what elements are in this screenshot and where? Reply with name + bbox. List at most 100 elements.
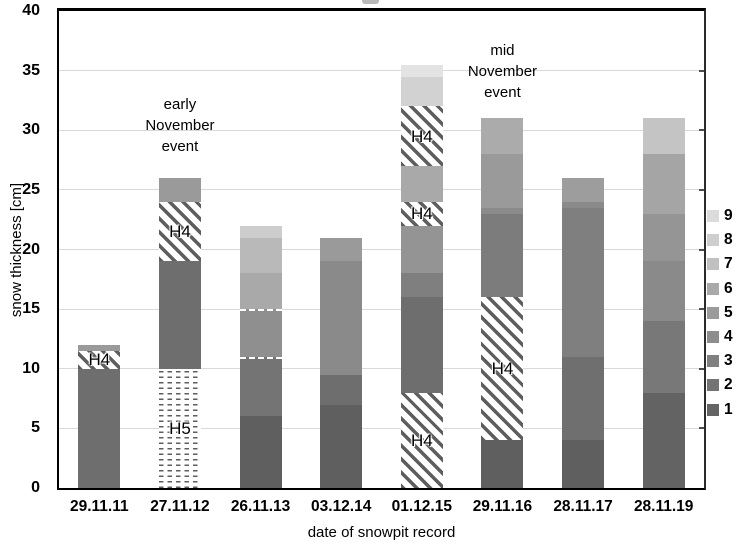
legend-swatch-6 — [707, 282, 719, 295]
bar-segment-01.12.15-7 — [400, 76, 443, 107]
legend-label-6: 6 — [724, 279, 733, 297]
right-axis-tick-30 — [699, 129, 704, 132]
legend-swatch-4 — [707, 331, 719, 344]
right-axis-tick-5 — [699, 427, 704, 430]
legend-swatch-8 — [707, 234, 719, 247]
cropped-ui-fragment — [362, 0, 379, 4]
legend-item-1: 1 — [707, 398, 733, 422]
legend-swatch-7 — [707, 258, 719, 271]
bar-segment-28.11.19-4 — [642, 154, 685, 214]
bar-segment-26.11.13-2 — [239, 309, 282, 357]
bar-27.11.12: H5 H4 — [158, 177, 201, 488]
bar-segment-27.11.12-3 — [158, 177, 201, 202]
legend-label-3: 3 — [724, 352, 733, 370]
y-tick-label-15: 15 — [22, 300, 40, 318]
y-tick-label-5: 5 — [31, 419, 40, 437]
bar-segment-01.12.15-0: H4 — [400, 392, 443, 488]
x-tick-label-29.11.16: 29.11.16 — [472, 498, 533, 515]
bar-segment-01.12.15-6: H4 — [400, 106, 443, 167]
gridline-5 — [59, 427, 704, 429]
bar-segment-03.12.14-3 — [320, 237, 363, 262]
bar-segment-28.11.17-1 — [562, 356, 605, 441]
annotation-line: event — [161, 138, 199, 156]
bar-29.11.11: H4 — [78, 344, 121, 488]
bar-segment-28.11.19-2 — [642, 261, 685, 322]
hardness-label-H4: H4 — [169, 222, 191, 242]
right-axis-tick-25 — [699, 188, 704, 191]
bar-segment-29.11.16-2 — [481, 213, 524, 298]
legend: 9 8 7 6 5 4 3 2 1 — [707, 204, 733, 422]
hardness-label-H4: H4 — [491, 359, 514, 379]
bar-segment-29.11.11-0 — [78, 368, 121, 488]
y-tick-label-25: 25 — [22, 180, 40, 198]
legend-item-9: 9 — [707, 204, 733, 228]
dashed-crust-line — [239, 356, 282, 359]
legend-label-4: 4 — [724, 328, 733, 346]
bar-01.12.15: H4 H4 H4 — [400, 64, 443, 488]
gridline-30 — [59, 129, 704, 131]
right-axis-tick-35 — [699, 69, 704, 72]
legend-swatch-2 — [707, 379, 719, 392]
bar-segment-26.11.13-5 — [239, 225, 282, 238]
bar-28.11.17 — [562, 177, 605, 488]
annotation-mid-November-event: mid November event — [468, 40, 537, 103]
annotation-line: November — [145, 117, 215, 135]
right-axis-tick-10 — [699, 367, 704, 370]
y-tick-label-40: 40 — [22, 2, 40, 19]
gridline-10 — [59, 368, 704, 370]
bar-segment-27.11.12-1 — [158, 261, 201, 369]
bar-segment-28.11.19-5 — [642, 118, 685, 155]
x-axis-title: date of snowpit record — [307, 524, 456, 541]
legend-item-2: 2 — [707, 373, 733, 397]
legend-item-5: 5 — [707, 301, 733, 325]
bar-segment-26.11.13-0 — [239, 416, 282, 488]
legend-item-6: 6 — [707, 277, 733, 301]
bar-segment-29.11.16-1: H4 — [481, 297, 524, 441]
legend-label-5: 5 — [724, 303, 733, 321]
x-tick-label-26.11.13: 26.11.13 — [230, 498, 291, 515]
bar-segment-01.12.15-2 — [400, 273, 443, 298]
y-tick-label-35: 35 — [22, 61, 40, 79]
bar-segment-01.12.15-5 — [400, 166, 443, 202]
legend-swatch-9 — [707, 210, 719, 223]
legend-swatch-5 — [707, 306, 719, 319]
hardness-label-H4: H4 — [410, 430, 433, 450]
hardness-label-H4: H4 — [88, 350, 111, 370]
bar-segment-03.12.14-2 — [320, 261, 363, 375]
bar-segment-03.12.14-1 — [320, 374, 363, 405]
plot-area: H4 H5 H4 H4 H4 H4 H4 — [57, 8, 706, 490]
x-tick-label-29.11.11: 29.11.11 — [70, 498, 129, 515]
bar-segment-26.11.13-1 — [239, 356, 282, 417]
bar-segment-27.11.12-2: H4 — [158, 201, 201, 262]
legend-label-9: 9 — [724, 207, 733, 225]
hardness-label-H4: H4 — [410, 126, 433, 146]
bar-segment-26.11.13-4 — [239, 237, 282, 274]
annotation-line: event — [484, 83, 521, 101]
x-tick-label-28.11.19: 28.11.19 — [633, 498, 694, 515]
bar-segment-29.11.16-0 — [481, 440, 524, 488]
gridline-25 — [59, 189, 704, 191]
bar-segment-01.12.15-8 — [400, 64, 443, 77]
bar-segment-29.11.16-5 — [481, 118, 524, 155]
bar-segment-29.11.11-1: H4 — [78, 350, 121, 370]
bar-segment-28.11.17-0 — [562, 440, 605, 488]
legend-label-2: 2 — [724, 376, 733, 394]
hardness-label-H5: H5 — [169, 418, 191, 438]
bar-segment-28.11.19-1 — [642, 321, 685, 393]
legend-item-3: 3 — [707, 349, 733, 373]
bar-28.11.19 — [642, 118, 685, 488]
legend-label-7: 7 — [724, 255, 733, 273]
legend-label-8: 8 — [724, 231, 733, 249]
bar-segment-27.11.12-0: H5 — [158, 368, 201, 488]
right-axis-tick-20 — [699, 248, 704, 251]
x-tick-label-01.12.15: 01.12.15 — [391, 498, 452, 515]
y-tick-label-10: 10 — [22, 359, 40, 377]
bar-segment-29.11.16-3 — [481, 207, 524, 214]
bar-segment-28.11.19-0 — [642, 392, 685, 488]
bar-segment-03.12.14-0 — [320, 404, 363, 488]
right-axis-tick-15 — [699, 308, 704, 311]
bar-segment-01.12.15-3 — [400, 225, 443, 274]
y-tick-label-20: 20 — [22, 240, 40, 258]
bar-segment-29.11.16-4 — [481, 154, 524, 208]
